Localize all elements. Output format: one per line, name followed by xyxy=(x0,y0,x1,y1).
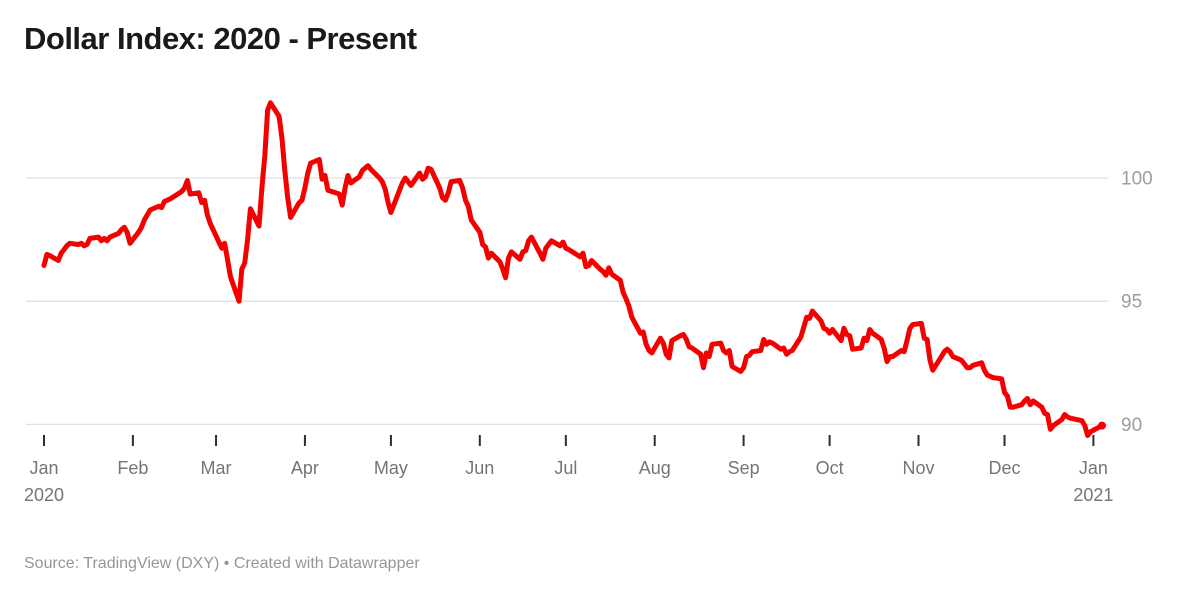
source-attribution: Source: TradingView (DXY) • Created with… xyxy=(24,555,420,572)
y-axis-label: 90 xyxy=(1121,415,1142,436)
x-axis-label: Mar xyxy=(201,458,232,478)
line-end-dot xyxy=(1098,421,1106,430)
x-axis-label: Dec xyxy=(989,458,1021,478)
page-title: Dollar Index: 2020 - Present xyxy=(24,21,417,56)
x-axis-year-label: 2021 xyxy=(1073,485,1113,505)
x-axis-label: May xyxy=(374,458,408,478)
x-axis-label: Apr xyxy=(291,458,319,478)
dxy-line xyxy=(41,100,1105,438)
y-axis-label: 100 xyxy=(1121,168,1153,189)
x-axis-label: Aug xyxy=(639,458,671,478)
y-axis-label: 95 xyxy=(1121,292,1142,313)
x-axis-label: Jan xyxy=(1079,458,1108,478)
x-axis-label: Oct xyxy=(816,458,844,478)
x-axis-label: Feb xyxy=(117,458,148,478)
x-axis-label: Jun xyxy=(465,458,494,478)
x-axis-year-label: 2020 xyxy=(24,485,64,505)
x-axis-label: Nov xyxy=(902,458,934,478)
x-axis-label: Jan xyxy=(29,458,58,478)
x-axis-label: Sep xyxy=(728,458,760,478)
x-axis-label: Jul xyxy=(554,458,577,478)
